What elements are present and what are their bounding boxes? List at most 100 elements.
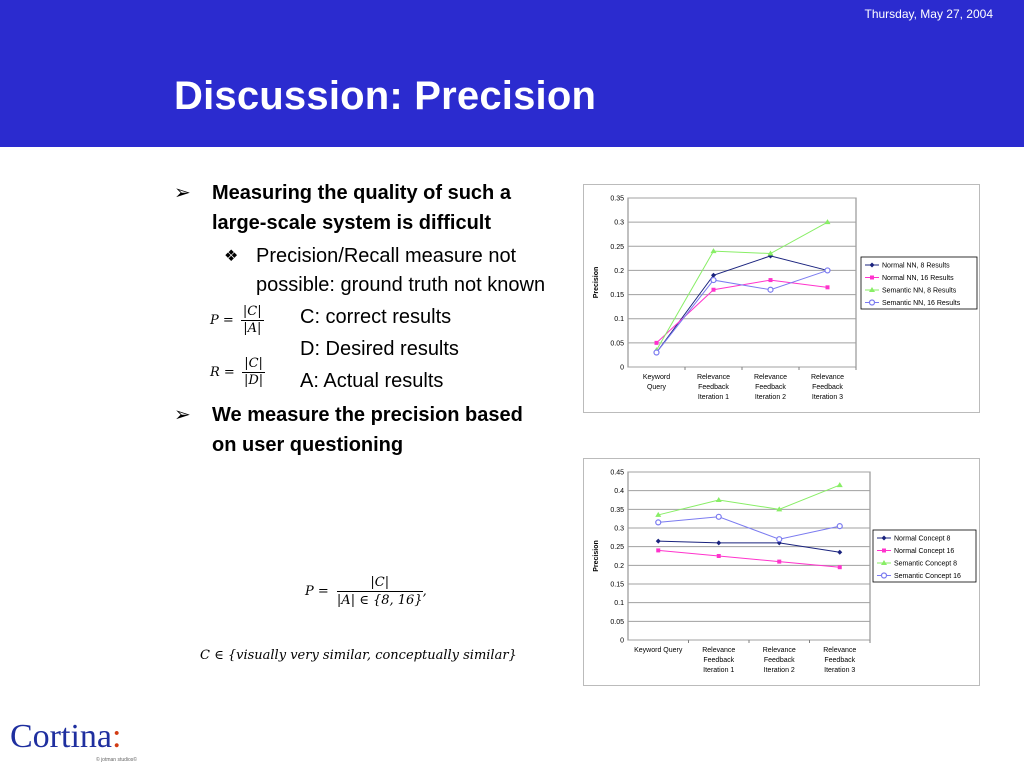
x-tick-label: Iteration 2 xyxy=(764,667,795,674)
series-line xyxy=(658,516,840,540)
data-point xyxy=(836,523,843,530)
x-tick-label: Iteration 1 xyxy=(698,394,729,401)
data-point xyxy=(836,482,843,488)
data-point xyxy=(768,278,773,283)
series-line xyxy=(658,484,840,516)
precision-numerator: |C| xyxy=(240,304,264,321)
series-line xyxy=(656,221,828,351)
x-tick-label: Relevance xyxy=(702,647,735,654)
data-point xyxy=(825,285,830,290)
data-point xyxy=(653,349,660,356)
equation-comma: , xyxy=(422,584,427,599)
y-tick-label: 0.15 xyxy=(610,292,624,299)
precision-formula: P = |C| |A| xyxy=(210,304,264,337)
precision-fraction: |C| |A| xyxy=(240,304,264,337)
data-point xyxy=(767,286,774,293)
data-point xyxy=(767,250,774,256)
y-axis-label: Precision xyxy=(593,540,600,572)
x-tick-label: Keyword xyxy=(643,374,670,381)
legend-entry: Semantic NN, 8 Results xyxy=(882,288,957,295)
data-point xyxy=(777,559,782,564)
data-point xyxy=(710,248,717,254)
x-tick-label: Feedback xyxy=(824,657,855,664)
data-point xyxy=(837,565,842,570)
legend-entry: Semantic Concept 8 xyxy=(894,561,957,568)
y-tick-label: 0.2 xyxy=(614,563,624,570)
x-tick-label: Feedback xyxy=(703,657,734,664)
legend-entry: Semantic Concept 16 xyxy=(894,573,961,580)
data-point xyxy=(654,340,659,345)
x-tick-label: Iteration 2 xyxy=(755,394,786,401)
legend-entry: Normal NN, 16 Results xyxy=(882,275,954,282)
y-tick-label: 0 xyxy=(620,638,624,645)
x-tick-label: Relevance xyxy=(811,374,844,381)
data-point xyxy=(715,497,722,502)
copyright-text: © jotman studios© xyxy=(96,757,137,763)
x-tick-label: Relevance xyxy=(763,647,796,654)
legend-marker xyxy=(870,275,874,280)
x-tick-label: Iteration 1 xyxy=(703,667,734,674)
data-point xyxy=(715,513,722,520)
arrow-bullet-icon: ➢ xyxy=(174,182,191,204)
x-tick-label: Feedback xyxy=(812,384,843,391)
data-point xyxy=(716,554,721,558)
data-point xyxy=(710,276,717,284)
recall-numerator: |C| xyxy=(241,356,266,373)
bullet-measuring-quality: ➢ Measuring the quality of such a large-… xyxy=(172,178,552,238)
definition-a: A: Actual results xyxy=(300,370,444,392)
chart-concept-precision: 0 0.05 0.1 0.15 0.2 0.25 0.3 0.35 0.4 0.45 Keyword… xyxy=(583,458,980,686)
y-tick-label: 0.35 xyxy=(610,507,624,514)
logo-colon: : xyxy=(111,718,122,755)
legend-marker xyxy=(880,572,888,579)
series-line xyxy=(658,549,840,568)
legend-entry: Normal NN, 8 Results xyxy=(882,263,950,270)
bullet-list: ➢ Measuring the quality of such a large-… xyxy=(172,178,552,460)
arrow-bullet-icon: ➢ xyxy=(174,404,191,426)
plot-area xyxy=(627,197,857,368)
legend-marker xyxy=(869,287,875,292)
logo-text: Cortina xyxy=(10,718,112,755)
data-point xyxy=(711,272,716,278)
data-point xyxy=(656,548,661,553)
definition-d: D: Desired results xyxy=(300,338,459,360)
legend-marker xyxy=(869,262,875,268)
x-tick-label: Relevance xyxy=(697,374,730,381)
bullet-text: Measuring the quality of such a large-sc… xyxy=(212,182,511,234)
y-axis-label: Precision xyxy=(593,267,600,299)
data-point xyxy=(837,549,843,555)
legend-box xyxy=(860,256,978,310)
legend-marker xyxy=(881,560,887,565)
series-line xyxy=(656,255,828,353)
recall-lhs: R = xyxy=(210,365,235,380)
series-line xyxy=(658,540,840,553)
x-tick-label: Feedback xyxy=(755,384,786,391)
y-tick-label: 0.25 xyxy=(610,244,624,251)
definition-c: C: correct results xyxy=(300,306,452,328)
data-point xyxy=(655,511,662,517)
equation-lhs: P = xyxy=(305,584,329,599)
sub-bullet-precision-recall: ❖ Precision/Recall measure not possible:… xyxy=(224,242,552,300)
y-tick-label: 0.1 xyxy=(614,316,624,323)
y-tick-label: 0 xyxy=(620,365,624,372)
x-tick-label: Keyword Query xyxy=(634,647,683,654)
recall-formula: R = |C| |D| xyxy=(210,356,266,389)
slide-date: Thursday, May 27, 2004 xyxy=(864,7,993,21)
bullet-text: We measure the precision based on user q… xyxy=(212,404,523,456)
y-tick-label: 0.1 xyxy=(614,600,624,607)
y-tick-label: 0.4 xyxy=(614,488,624,495)
data-point xyxy=(716,540,722,546)
formula-block: P = |C| |A| R = |C| |D| C: correct resul… xyxy=(172,304,552,398)
legend-entry: Semantic NN, 16 Results xyxy=(882,300,961,307)
chart-nn-svg: 0 0.05 0.1 0.15 0.2 0.25 0.3 0.35 Keyword Query Re… xyxy=(593,196,978,401)
sub-bullet-text: Precision/Recall measure not possible: g… xyxy=(256,245,546,296)
y-tick-label: 0.3 xyxy=(614,526,624,533)
legend-box xyxy=(872,529,977,583)
x-tick-label: Feedback xyxy=(698,384,729,391)
legend-marker xyxy=(881,535,887,541)
data-point xyxy=(776,506,783,512)
recall-denominator: |D| xyxy=(243,373,264,388)
equation-fraction: |C| |A| ∈ {8, 16} xyxy=(336,574,423,609)
chart-nn-precision: 0 0.05 0.1 0.15 0.2 0.25 0.3 0.35 Keyword Query Re… xyxy=(583,184,980,413)
x-tick-label: Feedback xyxy=(764,657,795,664)
recall-fraction: |C| |D| xyxy=(241,356,266,389)
